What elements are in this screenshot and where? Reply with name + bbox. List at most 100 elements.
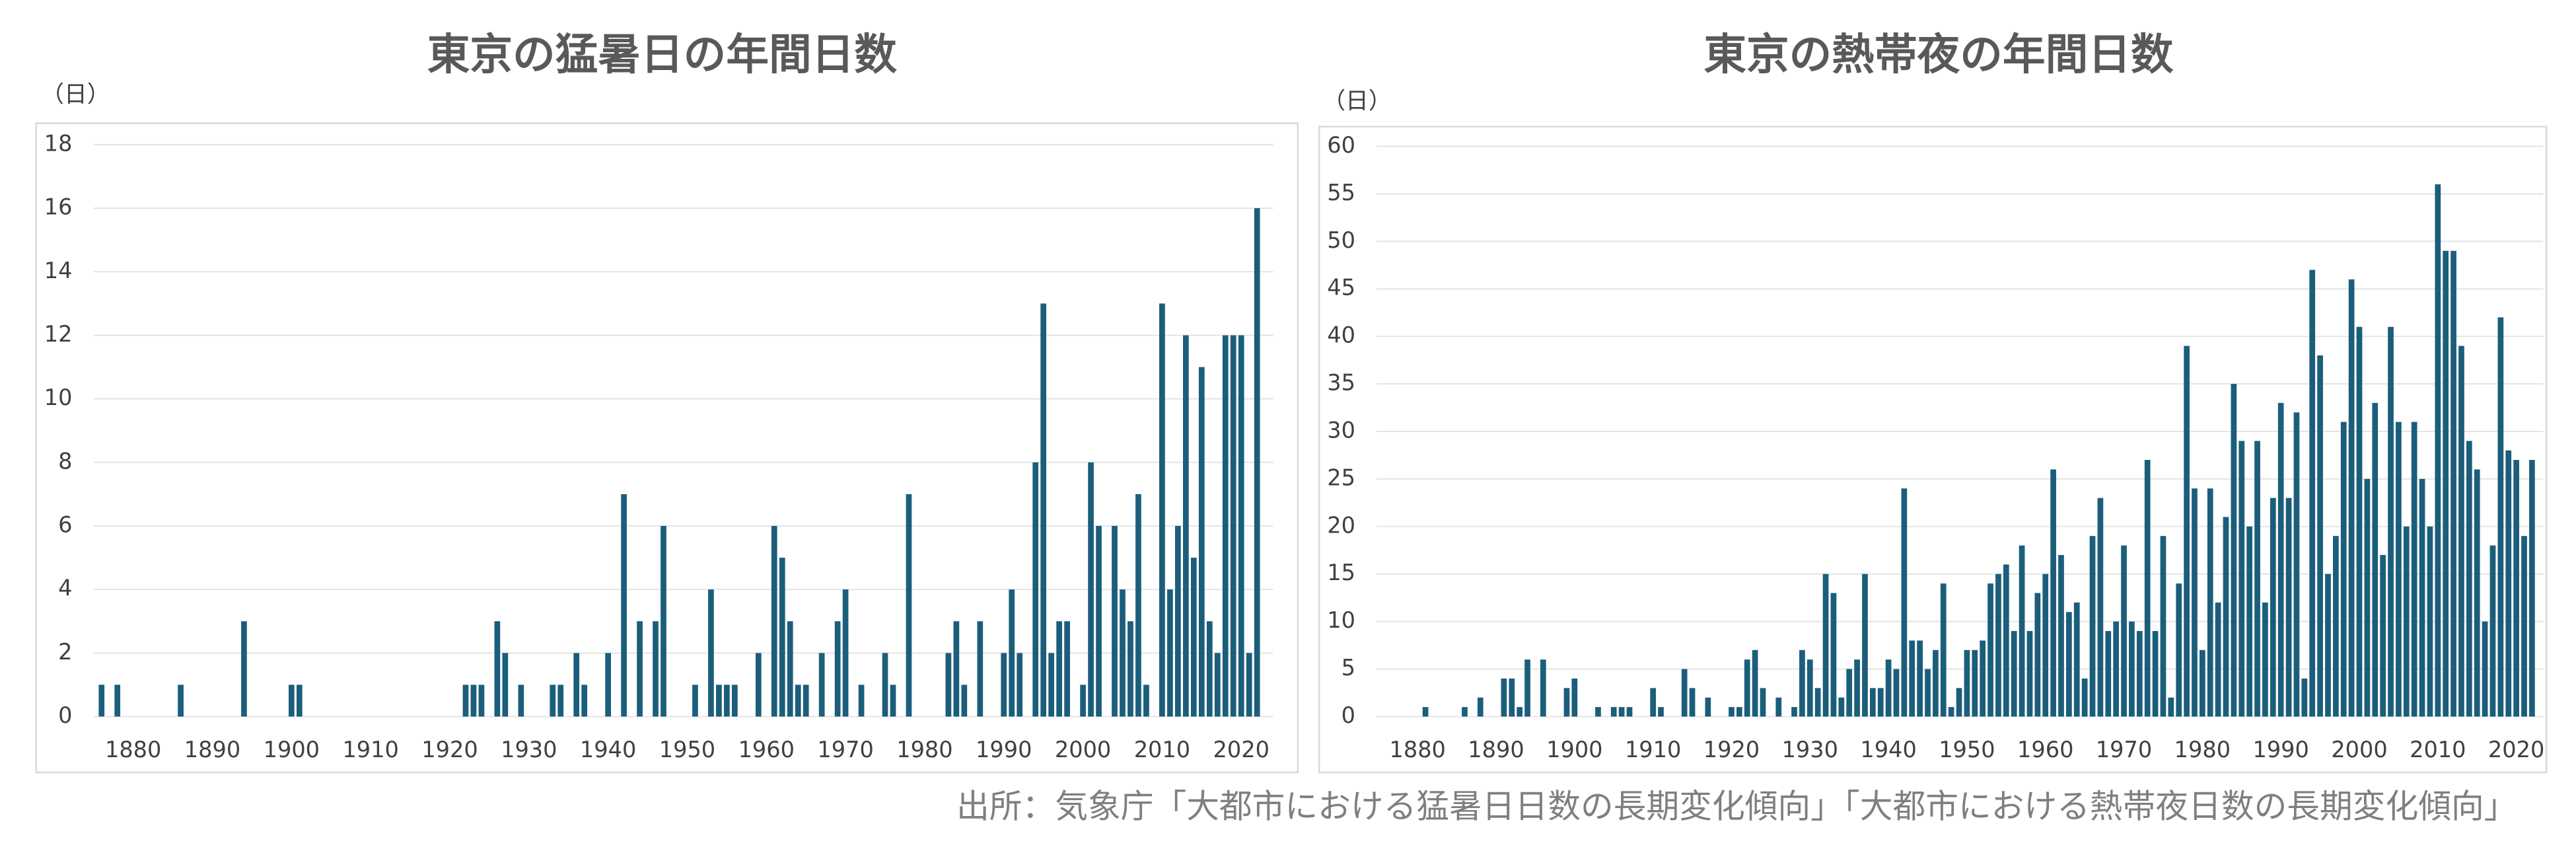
bar: [2317, 355, 2323, 717]
x-tick-label: 1930: [1782, 737, 1838, 762]
bar: [2105, 631, 2112, 717]
y-tick-label: 0: [1342, 702, 1355, 728]
bar: [890, 685, 896, 717]
bar: [2301, 678, 2308, 717]
bar: [1222, 335, 1229, 717]
y-axis-unit: （日）: [1322, 88, 1391, 114]
bar: [1254, 208, 1260, 717]
bar: [502, 653, 509, 717]
y-tick-label: 20: [1327, 512, 1355, 538]
bar: [1422, 707, 1429, 717]
bar: [1854, 659, 1860, 717]
bar: [2505, 450, 2512, 717]
bar: [1088, 462, 1094, 717]
bar: [1775, 697, 1782, 717]
y-tick-label: 6: [58, 511, 72, 537]
x-tick-label: 2010: [1134, 737, 1190, 762]
bar: [470, 685, 477, 717]
x-tick-label: 1940: [1860, 737, 1916, 762]
bar: [2238, 441, 2245, 717]
bar: [1956, 688, 1962, 717]
bar: [2458, 346, 2464, 717]
bar: [581, 685, 588, 717]
x-tick-label: 1950: [1939, 737, 1995, 762]
y-tick-label: 4: [58, 575, 72, 601]
bar: [550, 685, 556, 717]
bar: [114, 685, 121, 717]
x-tick-label: 1970: [817, 737, 873, 762]
bar: [1477, 697, 1484, 717]
bar: [2474, 469, 2480, 717]
bar: [1563, 688, 1570, 717]
bar: [557, 685, 564, 717]
bar: [2019, 545, 2025, 717]
bar: [1736, 707, 1742, 717]
bar: [1760, 688, 1766, 717]
x-tick-label: 1880: [105, 737, 161, 762]
bar: [2466, 441, 2472, 717]
bar: [2026, 631, 2033, 717]
x-tick-label: 1990: [976, 737, 1032, 762]
bar: [2097, 498, 2104, 717]
bar: [1501, 678, 1507, 717]
x-tick-label: 1940: [580, 737, 636, 762]
bar: [795, 685, 801, 717]
chart-title: 東京の猛暑日の年間日数: [427, 30, 898, 80]
y-tick-label: 60: [1327, 132, 1355, 158]
bar: [1909, 640, 1915, 717]
bar: [1846, 669, 1853, 717]
bar: [2152, 631, 2159, 717]
x-tick-label: 1980: [2174, 737, 2231, 762]
bar: [1595, 707, 1601, 717]
bar: [1112, 525, 1118, 717]
x-tick-label: 1900: [1546, 737, 1602, 762]
x-tick-label: 1910: [342, 737, 398, 762]
bar: [2380, 554, 2386, 717]
bar: [2144, 460, 2151, 717]
bar: [2340, 422, 2347, 717]
bar: [2011, 631, 2017, 717]
bar: [1238, 335, 1244, 717]
bar: [787, 621, 793, 717]
bar: [518, 685, 524, 717]
bar: [803, 685, 809, 717]
y-tick-label: 0: [58, 702, 72, 728]
bar: [2364, 478, 2371, 717]
bar: [882, 653, 888, 717]
y-tick-label: 2: [58, 639, 72, 665]
y-tick-label: 10: [1327, 607, 1355, 633]
bar: [1509, 678, 1515, 717]
x-tick-label: 1920: [421, 737, 478, 762]
bar: [1980, 640, 1986, 717]
bar: [1206, 621, 1213, 717]
chart-title: 東京の熱帯夜の年間日数: [1703, 30, 2174, 80]
bar: [661, 525, 666, 717]
bar: [1650, 688, 1657, 717]
bar: [1917, 640, 1923, 717]
bar: [953, 621, 960, 717]
bar: [1198, 367, 1205, 717]
bar: [1658, 707, 1664, 717]
bar: [2356, 326, 2363, 717]
bar: [1230, 335, 1236, 717]
bar: [724, 685, 730, 717]
bar: [2168, 697, 2174, 717]
bar: [1214, 653, 1221, 717]
bar: [1462, 707, 1468, 717]
bar: [1822, 574, 1829, 717]
bar: [1080, 685, 1086, 717]
bar: [2089, 536, 2096, 717]
bar: [2333, 536, 2339, 717]
bar: [2309, 270, 2316, 717]
bar: [2262, 602, 2268, 717]
bar: [842, 589, 849, 717]
y-tick-label: 8: [58, 448, 72, 474]
bar: [1096, 525, 1102, 717]
x-tick-label: 1950: [659, 737, 715, 762]
y-tick-label: 16: [44, 194, 73, 220]
bar: [605, 653, 611, 717]
bar: [2270, 498, 2276, 717]
x-tick-label: 1890: [1468, 737, 1524, 762]
bar: [961, 685, 968, 717]
